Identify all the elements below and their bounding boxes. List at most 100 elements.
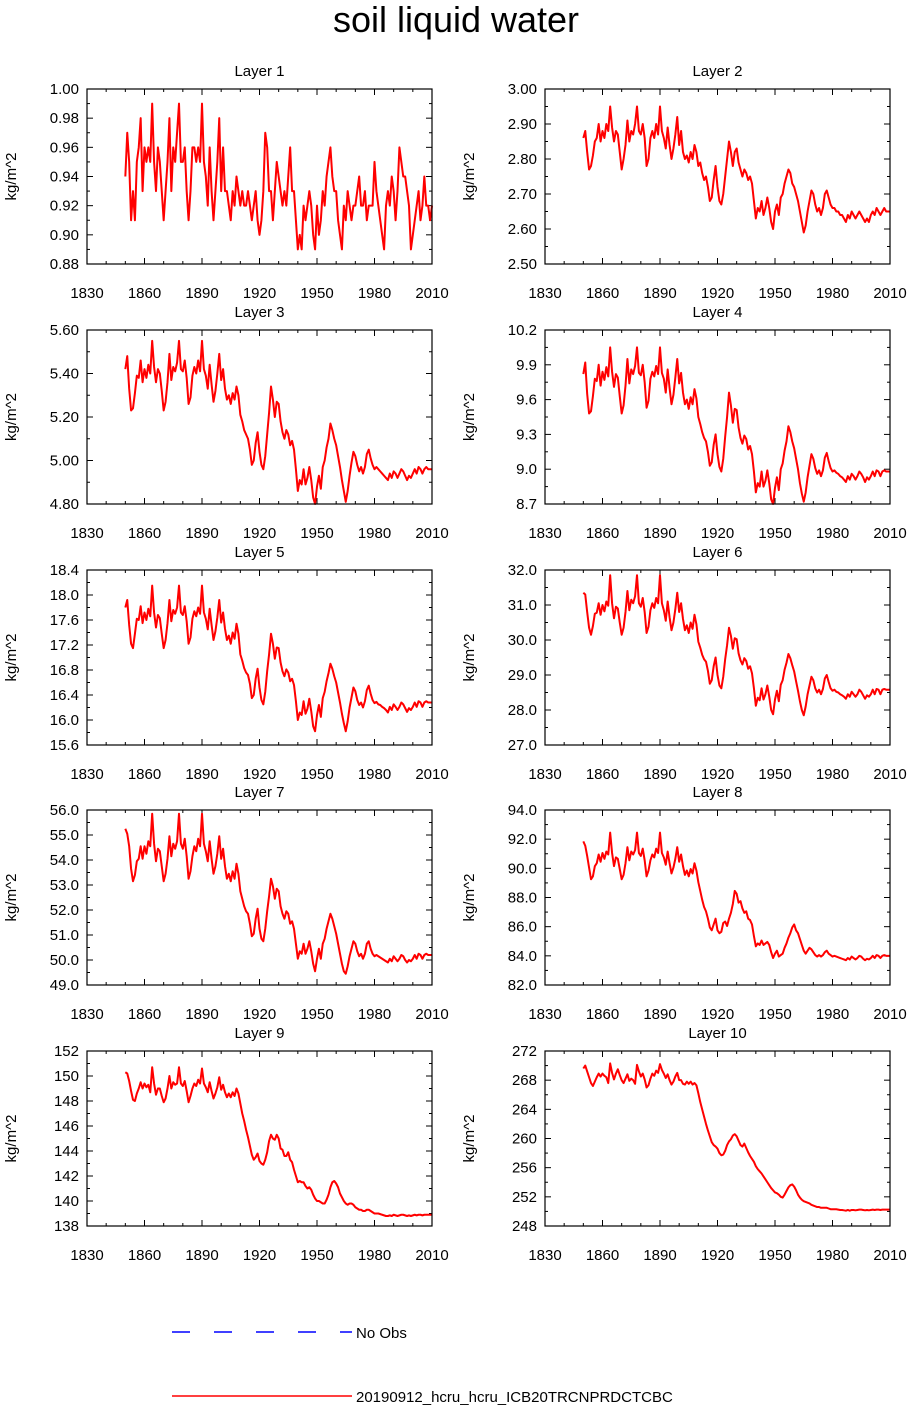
y-tick-label: 146 <box>54 1118 79 1135</box>
y-tick-label: 2.50 <box>508 256 537 273</box>
y-axis-label: kg/m^2 <box>3 1115 20 1163</box>
plot-frame <box>544 569 891 746</box>
y-tick-label: 0.88 <box>50 256 79 273</box>
x-tick-label: 1920 <box>243 1006 276 1023</box>
x-tick-label: 1830 <box>70 1247 103 1264</box>
series-line <box>582 346 890 505</box>
series-line <box>582 105 890 234</box>
panel-title: Layer 8 <box>692 784 742 801</box>
series-line <box>582 831 890 962</box>
x-tick-label: 1980 <box>816 525 849 542</box>
y-tick-label: 50.0 <box>50 952 79 969</box>
x-tick-label: 2010 <box>415 766 448 783</box>
y-axis-label: kg/m^2 <box>3 634 20 682</box>
y-tick-label: 2.60 <box>508 221 537 238</box>
chart-panel-layer-10: Layer 10 kg/m^2 1830 1860 1890 1920 1950 1980 20… <box>461 1025 907 1264</box>
x-tick-label: 1860 <box>128 285 161 302</box>
chart-panel-layer-5: Layer 5 kg/m^2 1830 1860 1890 1920 1950 1980 201… <box>3 544 449 783</box>
legend-label-no-obs: No Obs <box>356 1325 407 1342</box>
plot-frame <box>86 329 433 505</box>
x-tick-label: 1950 <box>300 285 333 302</box>
y-tick-label: 2.80 <box>508 151 537 168</box>
y-tick-label: 51.0 <box>50 927 79 944</box>
panel-title: Layer 4 <box>692 304 742 321</box>
x-tick-label: 1830 <box>528 525 561 542</box>
y-tick-label: 16.8 <box>50 662 79 679</box>
chart-panel-layer-9: Layer 9 kg/m^2 1830 1860 1890 1920 1950 1980 201… <box>3 1025 449 1264</box>
x-tick-label: 1830 <box>528 766 561 783</box>
y-tick-label: 88.0 <box>508 890 537 907</box>
x-tick-label: 1920 <box>243 525 276 542</box>
chart-panel-layer-1: Layer 1 kg/m^2 1830 1860 1890 1920 1950 1980 201… <box>3 63 449 302</box>
x-tick-label: 2010 <box>415 525 448 542</box>
x-tick-label: 1890 <box>185 1247 218 1264</box>
x-tick-label: 1830 <box>70 285 103 302</box>
series-line <box>124 102 433 251</box>
y-tick-label: 3.00 <box>508 81 537 98</box>
series-line <box>124 584 432 733</box>
panel-title: Layer 7 <box>234 784 284 801</box>
y-tick-label: 1.00 <box>50 81 79 98</box>
y-tick-label: 55.0 <box>50 827 79 844</box>
y-tick-label: 260 <box>512 1131 537 1148</box>
y-tick-label: 9.9 <box>516 357 537 374</box>
x-tick-label: 1890 <box>643 1006 676 1023</box>
chart-panel-layer-4: Layer 4 kg/m^2 1830 1860 1890 1920 1950 1980 201… <box>461 304 907 542</box>
y-tick-label: 264 <box>512 1101 537 1118</box>
x-tick-label: 1860 <box>586 285 619 302</box>
x-tick-label: 1920 <box>701 1006 734 1023</box>
y-tick-label: 28.0 <box>508 702 537 719</box>
y-tick-label: 82.0 <box>508 977 537 994</box>
x-tick-label: 1980 <box>358 1006 391 1023</box>
y-tick-label: 5.00 <box>50 453 79 470</box>
y-tick-label: 144 <box>54 1143 79 1160</box>
y-tick-label: 16.0 <box>50 712 79 729</box>
panel-title: Layer 10 <box>688 1025 746 1042</box>
y-axis-label: kg/m^2 <box>3 153 20 201</box>
chart-panel-layer-8: Layer 8 kg/m^2 1830 1860 1890 1920 1950 1980 201… <box>461 784 907 1023</box>
plot-frame <box>86 809 433 986</box>
panel-title: Layer 6 <box>692 544 742 561</box>
x-tick-label: 1920 <box>243 1247 276 1264</box>
y-tick-label: 56.0 <box>50 802 79 819</box>
x-tick-label: 1890 <box>643 525 676 542</box>
x-tick-label: 1920 <box>701 766 734 783</box>
x-tick-label: 1980 <box>816 1006 849 1023</box>
x-tick-label: 1890 <box>185 285 218 302</box>
panel-title: Layer 5 <box>234 544 284 561</box>
x-tick-label: 2010 <box>873 285 906 302</box>
x-tick-label: 1950 <box>758 1247 791 1264</box>
y-tick-label: 5.20 <box>50 409 79 426</box>
x-tick-label: 1830 <box>70 525 103 542</box>
y-axis-label: kg/m^2 <box>3 393 20 441</box>
y-tick-label: 9.6 <box>516 392 537 409</box>
chart-panel-layer-2: Layer 2 kg/m^2 1830 1860 1890 1920 1950 1980 201… <box>461 63 907 302</box>
plot-frame <box>86 88 433 265</box>
series-line <box>124 812 432 975</box>
y-tick-label: 90.0 <box>508 860 537 877</box>
y-tick-label: 31.0 <box>508 597 537 614</box>
panel-title: Layer 2 <box>692 63 742 80</box>
x-tick-label: 1890 <box>185 525 218 542</box>
y-tick-label: 2.90 <box>508 116 537 133</box>
y-tick-label: 0.98 <box>50 110 79 127</box>
x-tick-label: 1830 <box>528 285 561 302</box>
y-axis-label: kg/m^2 <box>461 1115 478 1163</box>
y-tick-label: 52.0 <box>50 902 79 919</box>
x-tick-label: 2010 <box>415 285 448 302</box>
y-tick-label: 152 <box>54 1043 79 1060</box>
x-tick-label: 2010 <box>873 1006 906 1023</box>
chart-panels: Layer 1 kg/m^2 1830 1860 1890 1920 1950 1980 201… <box>3 63 907 1264</box>
y-tick-label: 17.2 <box>50 637 79 654</box>
x-tick-label: 2010 <box>415 1247 448 1264</box>
y-axis-label: kg/m^2 <box>461 153 478 201</box>
y-tick-label: 0.90 <box>50 227 79 244</box>
x-tick-label: 1980 <box>358 285 391 302</box>
y-tick-label: 5.60 <box>50 322 79 339</box>
y-tick-label: 9.3 <box>516 426 537 443</box>
y-tick-label: 0.94 <box>50 169 79 186</box>
y-tick-label: 140 <box>54 1193 79 1210</box>
x-tick-label: 1920 <box>701 525 734 542</box>
x-tick-label: 1860 <box>586 525 619 542</box>
